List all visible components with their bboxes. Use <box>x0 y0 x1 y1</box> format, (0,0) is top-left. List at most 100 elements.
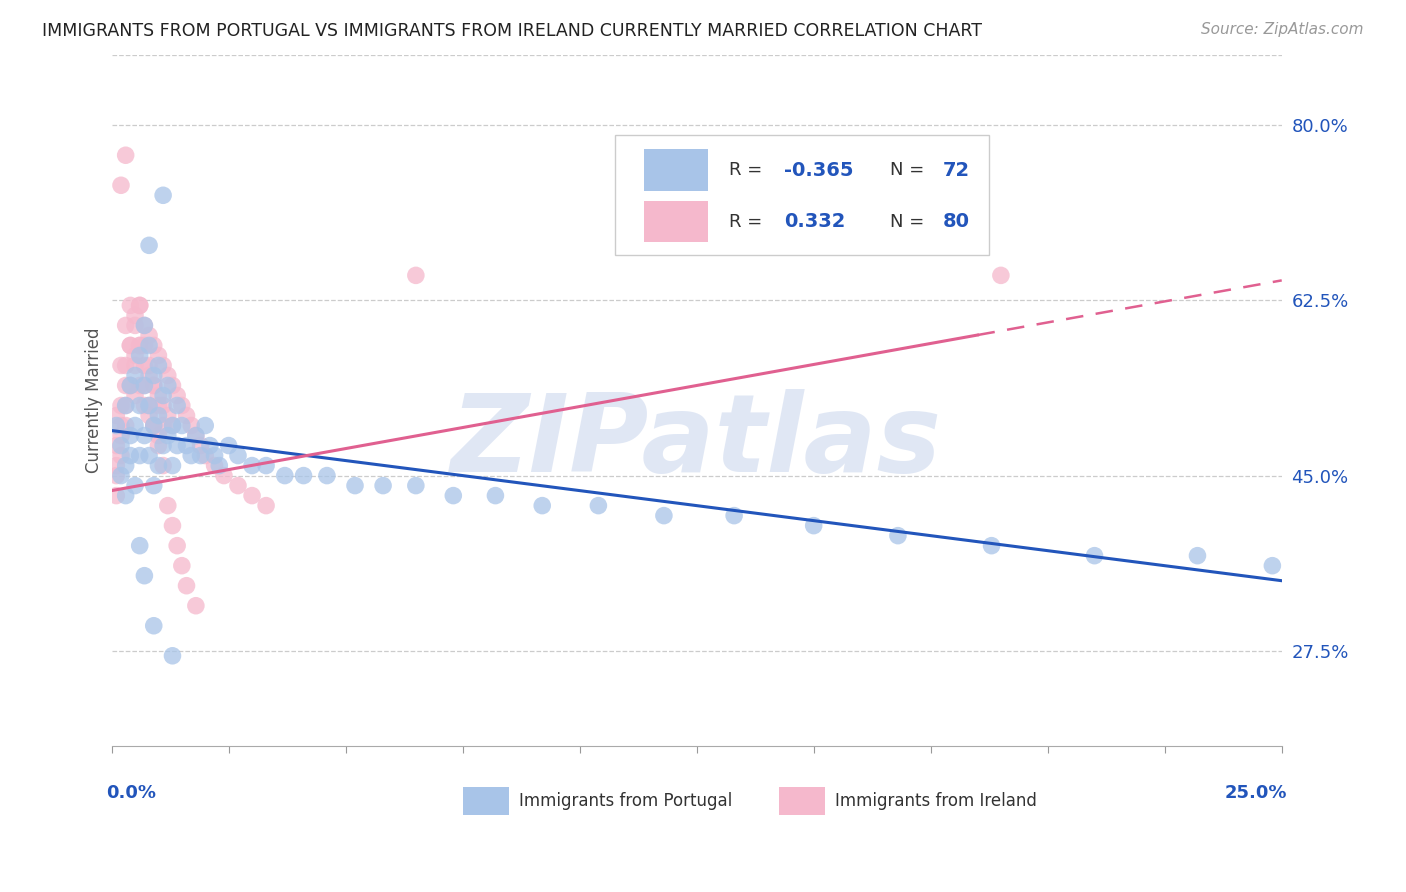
Point <box>142 338 165 352</box>
Point <box>142 378 165 392</box>
Text: Immigrants from Portugal: Immigrants from Portugal <box>519 792 733 810</box>
FancyBboxPatch shape <box>644 150 709 191</box>
Text: 0.0%: 0.0% <box>105 784 156 802</box>
Text: -0.365: -0.365 <box>785 161 853 179</box>
Point <box>124 348 146 362</box>
Point <box>531 499 554 513</box>
Point <box>138 368 160 383</box>
Point <box>156 428 179 442</box>
Point <box>138 238 160 252</box>
Point <box>120 449 142 463</box>
Point <box>148 348 170 362</box>
Point <box>371 478 394 492</box>
Point <box>138 338 160 352</box>
Point <box>120 378 142 392</box>
Point <box>274 468 297 483</box>
Point <box>110 439 132 453</box>
Point <box>114 359 136 373</box>
Point <box>120 298 142 312</box>
Point <box>176 439 198 453</box>
Text: 25.0%: 25.0% <box>1225 784 1288 802</box>
Point <box>114 458 136 473</box>
Point <box>212 468 235 483</box>
Point <box>124 478 146 492</box>
Point <box>194 449 217 463</box>
Point <box>152 439 174 453</box>
Point <box>152 458 174 473</box>
Point <box>156 409 179 423</box>
Point <box>176 579 198 593</box>
Point <box>138 328 160 343</box>
FancyBboxPatch shape <box>614 135 990 255</box>
Point <box>240 489 263 503</box>
Point <box>124 388 146 402</box>
Point <box>124 368 146 383</box>
Point <box>138 359 160 373</box>
Point <box>166 399 188 413</box>
Text: N =: N = <box>890 212 929 230</box>
Point <box>142 378 165 392</box>
Point <box>226 449 249 463</box>
Point <box>128 338 150 352</box>
Point <box>134 318 156 333</box>
Point <box>142 478 165 492</box>
Point <box>980 539 1002 553</box>
Point <box>184 428 207 442</box>
Point <box>148 409 170 423</box>
Point <box>138 409 160 423</box>
Point <box>105 458 128 473</box>
Point <box>254 458 277 473</box>
Point <box>138 399 160 413</box>
FancyBboxPatch shape <box>779 788 825 815</box>
Text: ZIPatlas: ZIPatlas <box>451 389 942 495</box>
Point <box>152 388 174 402</box>
Point <box>114 489 136 503</box>
Point <box>120 338 142 352</box>
Point <box>162 418 184 433</box>
Point <box>114 399 136 413</box>
Point <box>105 489 128 503</box>
Point <box>292 468 315 483</box>
Point <box>110 399 132 413</box>
Point <box>170 418 193 433</box>
Point <box>142 418 165 433</box>
Point <box>120 378 142 392</box>
Text: N =: N = <box>890 161 929 179</box>
Point <box>128 298 150 312</box>
Point <box>142 418 165 433</box>
Point <box>226 478 249 492</box>
Point <box>218 439 240 453</box>
Point <box>152 359 174 373</box>
Point <box>148 388 170 402</box>
Point <box>105 409 128 423</box>
Point <box>990 268 1012 283</box>
Text: 72: 72 <box>942 161 970 179</box>
Point <box>110 468 132 483</box>
Point <box>128 378 150 392</box>
Y-axis label: Currently Married: Currently Married <box>86 327 103 474</box>
Point <box>162 458 184 473</box>
Point <box>166 539 188 553</box>
Text: IMMIGRANTS FROM PORTUGAL VS IMMIGRANTS FROM IRELAND CURRENTLY MARRIED CORRELATIO: IMMIGRANTS FROM PORTUGAL VS IMMIGRANTS F… <box>42 22 983 40</box>
Text: R =: R = <box>730 212 775 230</box>
Point <box>194 418 217 433</box>
Point <box>134 399 156 413</box>
Point <box>114 399 136 413</box>
Point <box>162 648 184 663</box>
Point <box>588 499 610 513</box>
Point <box>405 268 427 283</box>
Point <box>114 148 136 162</box>
Point <box>128 298 150 312</box>
Point <box>652 508 675 523</box>
Point <box>114 378 136 392</box>
Point <box>166 388 188 402</box>
Point <box>142 368 165 383</box>
Point <box>166 439 188 453</box>
Point <box>190 449 212 463</box>
Point <box>138 399 160 413</box>
Point <box>204 458 226 473</box>
FancyBboxPatch shape <box>644 201 709 243</box>
Point <box>138 449 160 463</box>
Text: 80: 80 <box>942 212 969 231</box>
Point <box>208 458 231 473</box>
